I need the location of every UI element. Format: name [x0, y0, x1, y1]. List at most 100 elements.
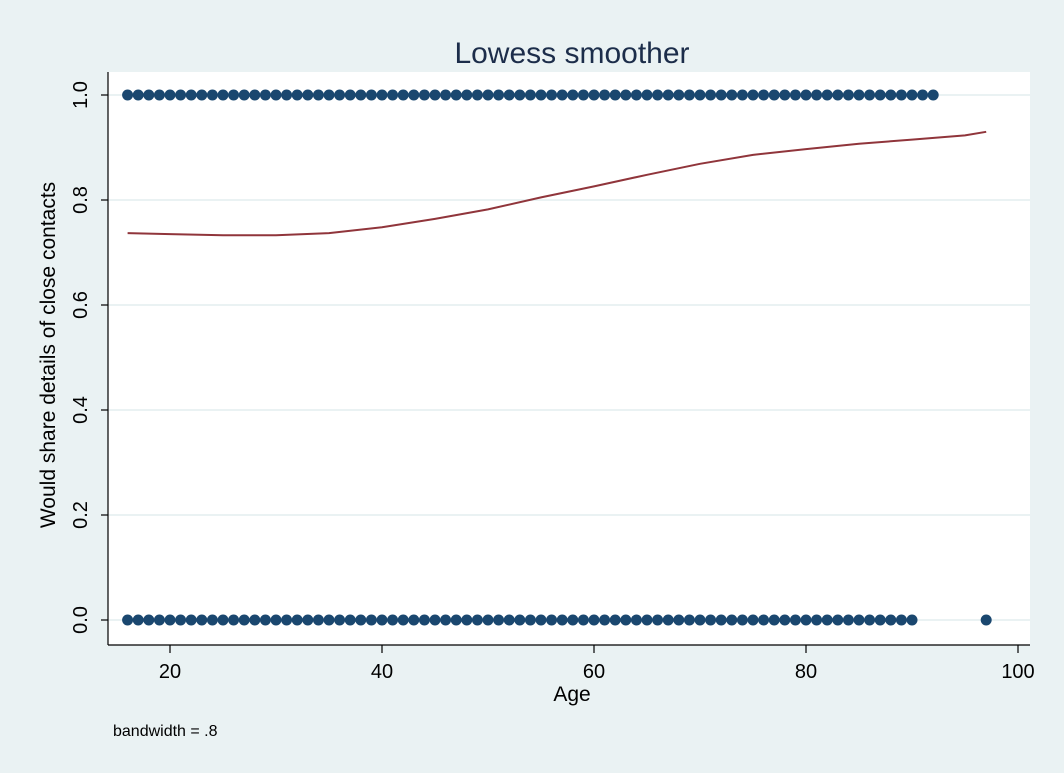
data-point: [736, 89, 748, 101]
data-point: [408, 89, 420, 101]
data-point: [567, 89, 579, 101]
data-point: [980, 614, 992, 626]
data-point: [524, 89, 536, 101]
data-point: [122, 614, 134, 626]
data-point: [196, 614, 208, 626]
data-point: [312, 614, 324, 626]
data-point: [673, 89, 685, 101]
y-tick-label: 0.8: [70, 186, 92, 214]
data-point: [842, 89, 854, 101]
data-point: [556, 614, 568, 626]
data-point: [620, 614, 632, 626]
data-point: [514, 614, 526, 626]
data-point: [312, 89, 324, 101]
x-tick-label: 20: [159, 661, 181, 683]
data-point: [196, 89, 208, 101]
y-tick-label: 0.4: [70, 396, 92, 424]
data-point: [789, 614, 801, 626]
data-point: [259, 614, 271, 626]
data-point: [641, 614, 653, 626]
data-point: [143, 89, 155, 101]
data-point: [715, 89, 727, 101]
data-point: [599, 89, 611, 101]
x-tick-label: 80: [795, 661, 817, 683]
data-point: [482, 614, 494, 626]
data-point: [238, 89, 250, 101]
data-point: [662, 614, 674, 626]
chart-title: Lowess smoother: [454, 37, 689, 70]
data-point: [811, 89, 823, 101]
data-point: [302, 614, 314, 626]
data-point: [228, 614, 240, 626]
x-tick-label: 60: [583, 661, 605, 683]
data-point: [334, 89, 346, 101]
y-tick-label: 0.6: [70, 291, 92, 319]
data-point: [397, 89, 409, 101]
data-point: [853, 614, 865, 626]
data-point: [164, 614, 176, 626]
data-point: [450, 89, 462, 101]
data-point: [291, 614, 303, 626]
data-point: [132, 89, 144, 101]
data-point: [895, 614, 907, 626]
data-point: [175, 614, 187, 626]
data-point: [228, 89, 240, 101]
data-point: [365, 89, 377, 101]
data-point: [832, 614, 844, 626]
data-point: [418, 614, 430, 626]
data-point: [132, 614, 144, 626]
data-point: [143, 614, 155, 626]
data-point: [758, 614, 770, 626]
data-point: [164, 89, 176, 101]
data-point: [535, 614, 547, 626]
data-point: [588, 614, 600, 626]
data-point: [376, 614, 388, 626]
data-point: [662, 89, 674, 101]
data-point: [217, 89, 229, 101]
x-tick-label: 100: [1001, 661, 1034, 683]
data-point: [153, 89, 165, 101]
data-point: [641, 89, 653, 101]
data-point: [524, 614, 536, 626]
data-point: [334, 614, 346, 626]
data-point: [440, 614, 452, 626]
data-point: [461, 89, 473, 101]
data-point: [821, 614, 833, 626]
data-point: [609, 89, 621, 101]
data-point: [175, 89, 187, 101]
data-point: [471, 614, 483, 626]
data-point: [281, 614, 293, 626]
data-point: [588, 89, 600, 101]
x-axis-label: Age: [553, 683, 590, 706]
data-point: [726, 89, 738, 101]
tick-labels: 0.0 0.2 0.4 0.6 0.8 1.0 20 40 60 80 100: [70, 81, 1035, 683]
data-point: [577, 614, 589, 626]
data-point: [185, 89, 197, 101]
data-point: [811, 614, 823, 626]
x-tick-label: 40: [371, 661, 393, 683]
lowess-line-group: [127, 130, 987, 237]
data-point: [577, 89, 589, 101]
data-point: [800, 89, 812, 101]
data-point: [249, 89, 261, 101]
data-point: [683, 614, 695, 626]
data-point: [895, 89, 907, 101]
data-point: [567, 614, 579, 626]
data-point: [705, 89, 717, 101]
data-point: [206, 614, 218, 626]
data-point: [630, 614, 642, 626]
data-point: [906, 614, 918, 626]
data-point: [768, 614, 780, 626]
data-point: [270, 89, 282, 101]
data-point: [599, 614, 611, 626]
data-point: [715, 614, 727, 626]
data-point: [652, 89, 664, 101]
data-point: [917, 89, 929, 101]
data-point: [779, 89, 791, 101]
data-point: [259, 89, 271, 101]
data-point: [302, 89, 314, 101]
data-point: [440, 89, 452, 101]
axes: [101, 72, 1030, 653]
data-point: [800, 614, 812, 626]
